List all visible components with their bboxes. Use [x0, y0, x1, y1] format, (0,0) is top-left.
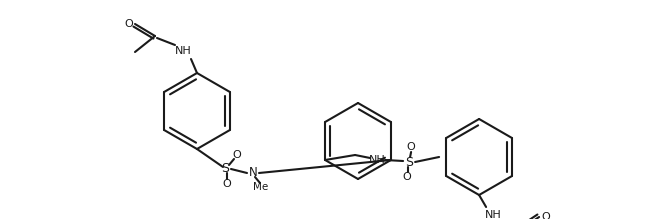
Text: O: O: [406, 142, 416, 152]
Text: S: S: [405, 155, 413, 168]
Text: O: O: [402, 172, 412, 182]
Text: Me: Me: [253, 182, 269, 192]
Text: NH: NH: [174, 46, 192, 56]
Text: NH: NH: [369, 155, 385, 165]
Text: O: O: [125, 19, 133, 29]
Text: O: O: [233, 150, 241, 160]
Text: O: O: [542, 212, 550, 219]
Text: S: S: [221, 162, 229, 175]
Text: N: N: [249, 166, 257, 180]
Text: NH: NH: [485, 210, 501, 219]
Text: O: O: [223, 179, 231, 189]
